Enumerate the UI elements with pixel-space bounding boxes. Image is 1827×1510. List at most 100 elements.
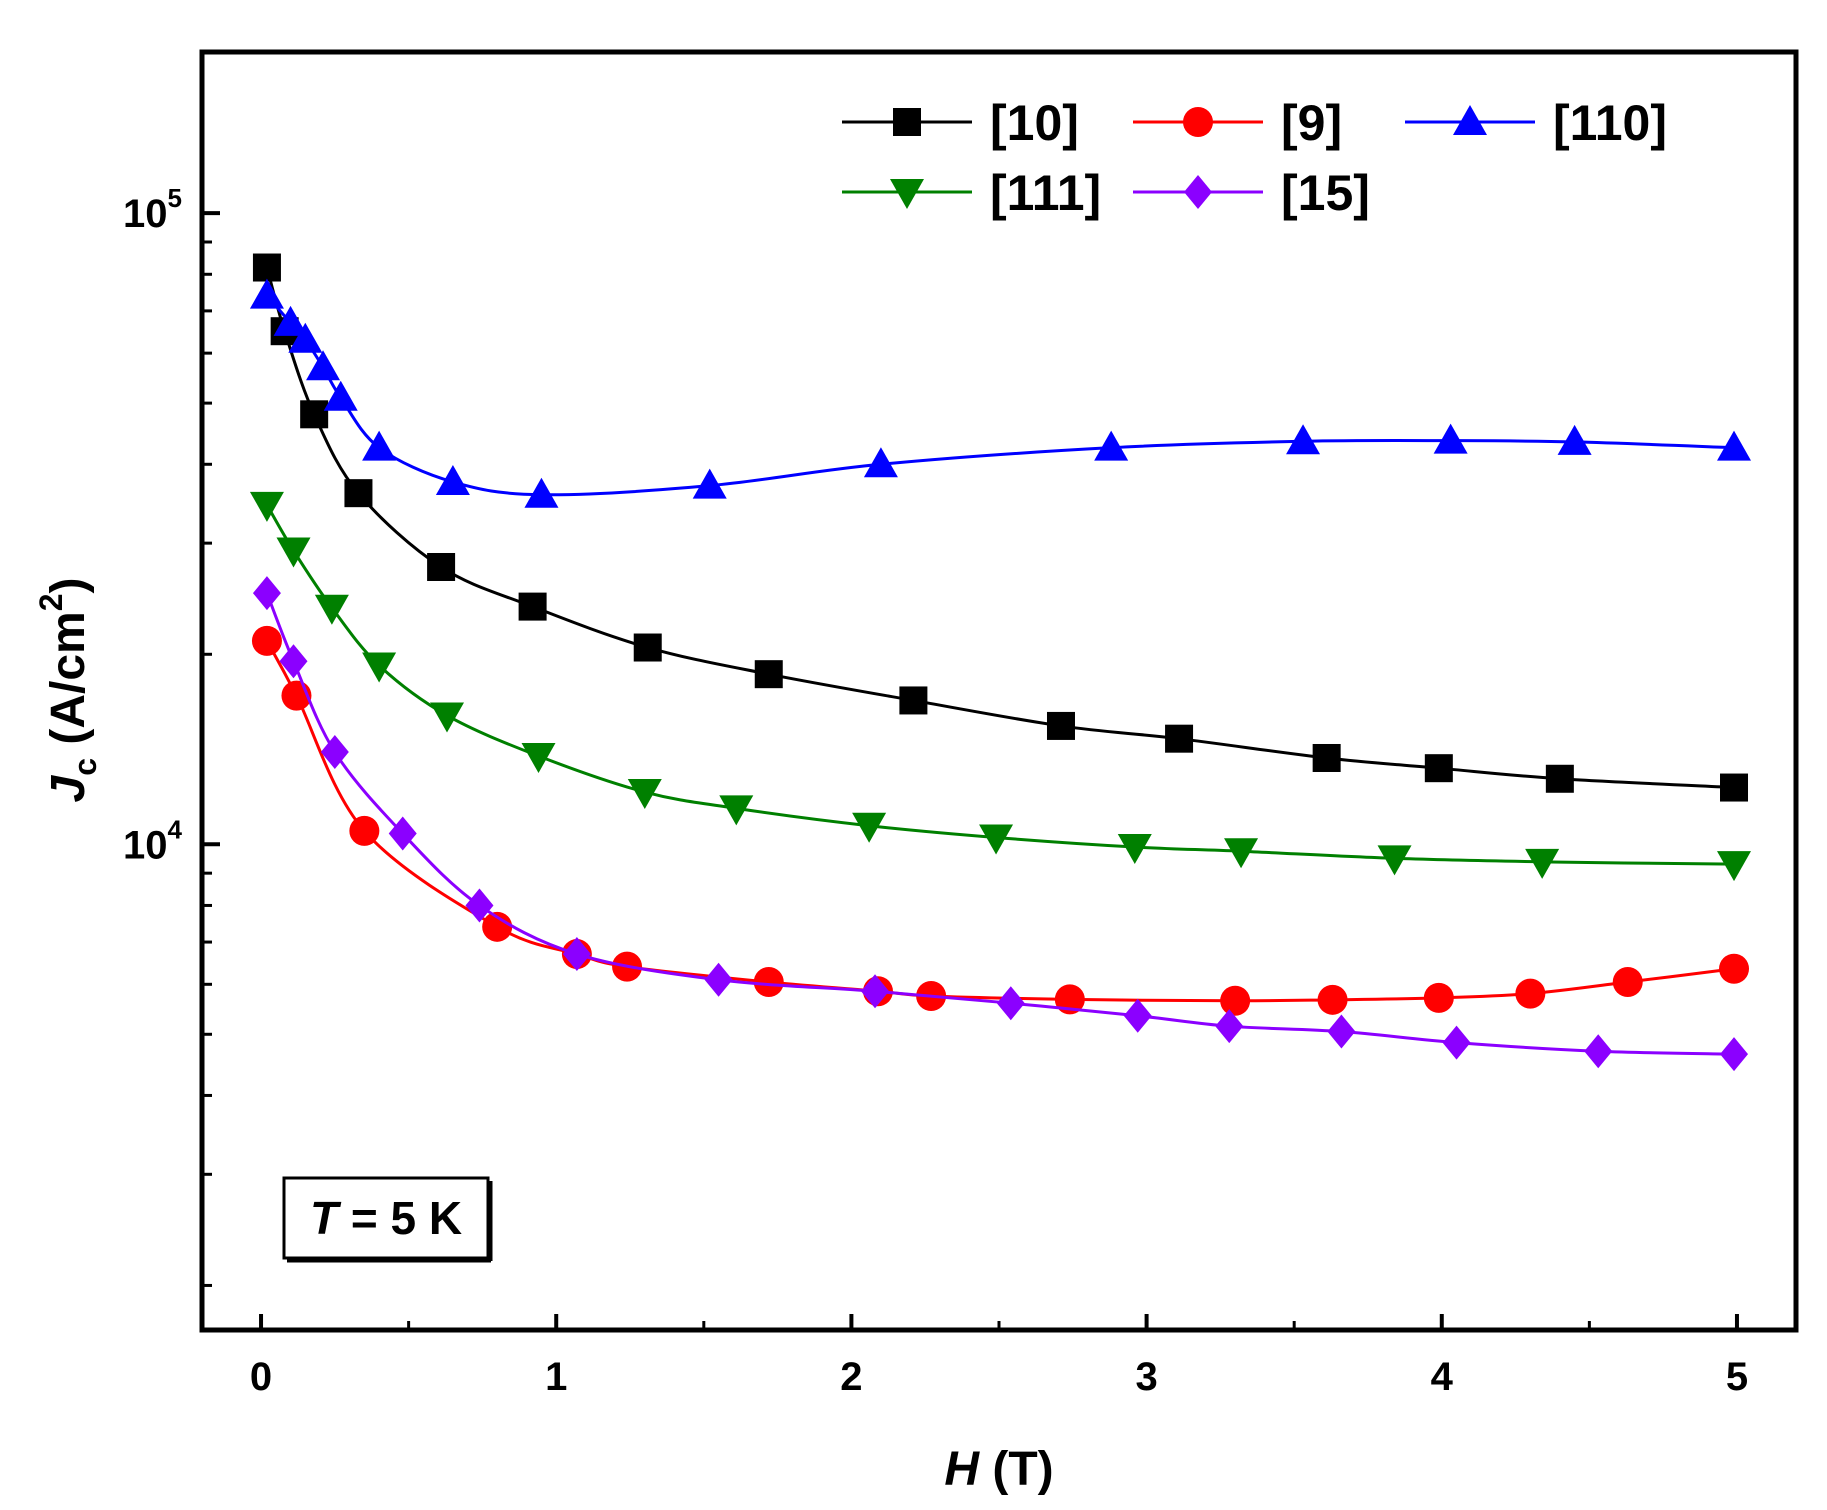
data-point bbox=[1327, 1014, 1356, 1049]
data-point bbox=[1117, 834, 1152, 865]
data-point bbox=[323, 380, 358, 411]
data-point bbox=[1046, 711, 1075, 740]
data-point bbox=[1612, 967, 1643, 998]
legend-marker bbox=[1453, 105, 1487, 135]
data-point bbox=[1220, 985, 1251, 1016]
data-point bbox=[320, 735, 349, 770]
data-point bbox=[362, 430, 397, 461]
data-point bbox=[1433, 423, 1468, 454]
legend-marker bbox=[890, 179, 924, 209]
data-point bbox=[251, 625, 282, 656]
data-point bbox=[482, 911, 513, 942]
data-point bbox=[863, 447, 898, 478]
data-point bbox=[1224, 838, 1259, 869]
data-point bbox=[344, 479, 373, 508]
x-tick-label: 2 bbox=[840, 1355, 862, 1399]
x-tick-label: 5 bbox=[1726, 1355, 1748, 1399]
data-point bbox=[314, 594, 349, 625]
series-line bbox=[265, 640, 1735, 1003]
legend-entry: [10] bbox=[842, 95, 1079, 151]
data-point bbox=[276, 537, 311, 568]
data-point bbox=[524, 477, 559, 508]
legend-label: [9] bbox=[1281, 95, 1342, 151]
series-line bbox=[265, 267, 1735, 790]
data-point bbox=[430, 702, 465, 733]
data-point bbox=[562, 937, 591, 972]
data-point bbox=[1515, 978, 1546, 1009]
data-point bbox=[627, 779, 662, 810]
data-point bbox=[362, 652, 397, 683]
y-tick-label: 105 bbox=[123, 183, 182, 236]
series-2 bbox=[249, 278, 1752, 508]
data-point bbox=[704, 962, 733, 997]
data-point bbox=[996, 986, 1025, 1021]
axis-layer: 0 1 2 3 4 5 104 105 bbox=[123, 183, 1748, 1399]
data-point bbox=[1720, 773, 1749, 802]
series-1 bbox=[251, 625, 1750, 1016]
data-point bbox=[300, 400, 329, 429]
data-point bbox=[427, 552, 456, 581]
data-point bbox=[1094, 430, 1129, 461]
data-point bbox=[852, 812, 887, 843]
temperature-annotation: T = 5 K bbox=[282, 1176, 493, 1263]
data-point bbox=[899, 686, 928, 715]
data-point bbox=[518, 592, 547, 621]
legend-label: [111] bbox=[990, 165, 1101, 221]
data-point bbox=[1720, 1037, 1749, 1072]
data-point bbox=[288, 322, 323, 353]
x-tick-label: 4 bbox=[1431, 1355, 1454, 1399]
data-point bbox=[1312, 743, 1341, 772]
data-point bbox=[861, 974, 890, 1009]
legend-entry: [15] bbox=[1133, 165, 1370, 221]
data-point bbox=[273, 305, 308, 336]
data-point bbox=[252, 576, 281, 611]
x-tick-label: 1 bbox=[545, 1355, 567, 1399]
data-point bbox=[692, 468, 727, 499]
data-point bbox=[388, 816, 417, 851]
legend-marker bbox=[893, 108, 921, 136]
legend: [10] [9] [110] [111] [15] bbox=[842, 95, 1667, 221]
data-point bbox=[719, 795, 754, 826]
data-point bbox=[1123, 998, 1152, 1033]
legend-label: [15] bbox=[1281, 165, 1370, 221]
data-point bbox=[249, 491, 284, 522]
data-point bbox=[754, 660, 783, 689]
data-point bbox=[979, 824, 1014, 855]
legend-entry: [110] bbox=[1405, 95, 1667, 151]
y-axis-label: Jc (A/cm2) bbox=[33, 578, 103, 803]
data-point bbox=[1165, 724, 1194, 753]
series-layer bbox=[249, 253, 1752, 1072]
data-point bbox=[252, 253, 281, 282]
series-line bbox=[265, 592, 1735, 1056]
series-4 bbox=[252, 576, 1749, 1072]
x-tick-label: 3 bbox=[1135, 1355, 1157, 1399]
x-axis-label: H (T) bbox=[944, 1443, 1053, 1496]
data-point bbox=[279, 644, 308, 679]
plot-frame bbox=[199, 49, 1799, 1333]
data-point bbox=[633, 633, 662, 662]
data-point bbox=[1584, 1034, 1613, 1069]
data-point bbox=[1215, 1009, 1244, 1044]
data-point bbox=[1424, 754, 1453, 783]
series-line bbox=[265, 504, 1735, 866]
svg-text:T = 5 K: T = 5 K bbox=[310, 1192, 462, 1244]
data-point bbox=[1719, 953, 1750, 984]
data-point bbox=[306, 350, 341, 381]
data-point bbox=[1557, 424, 1592, 455]
data-point bbox=[1423, 982, 1454, 1013]
legend-entry: [9] bbox=[1133, 95, 1342, 151]
data-point bbox=[465, 888, 494, 923]
legend-marker bbox=[1183, 107, 1213, 137]
data-point bbox=[435, 464, 470, 495]
legend-marker bbox=[1184, 175, 1212, 209]
data-point bbox=[753, 967, 784, 998]
y-tick-label: 104 bbox=[123, 814, 183, 867]
legend-label: [110] bbox=[1553, 95, 1667, 151]
data-point bbox=[1545, 764, 1574, 793]
x-tick-label: 0 bbox=[250, 1355, 272, 1399]
data-point bbox=[521, 742, 556, 773]
series-line bbox=[265, 294, 1735, 497]
data-point bbox=[1442, 1025, 1471, 1060]
data-point bbox=[1317, 984, 1348, 1015]
